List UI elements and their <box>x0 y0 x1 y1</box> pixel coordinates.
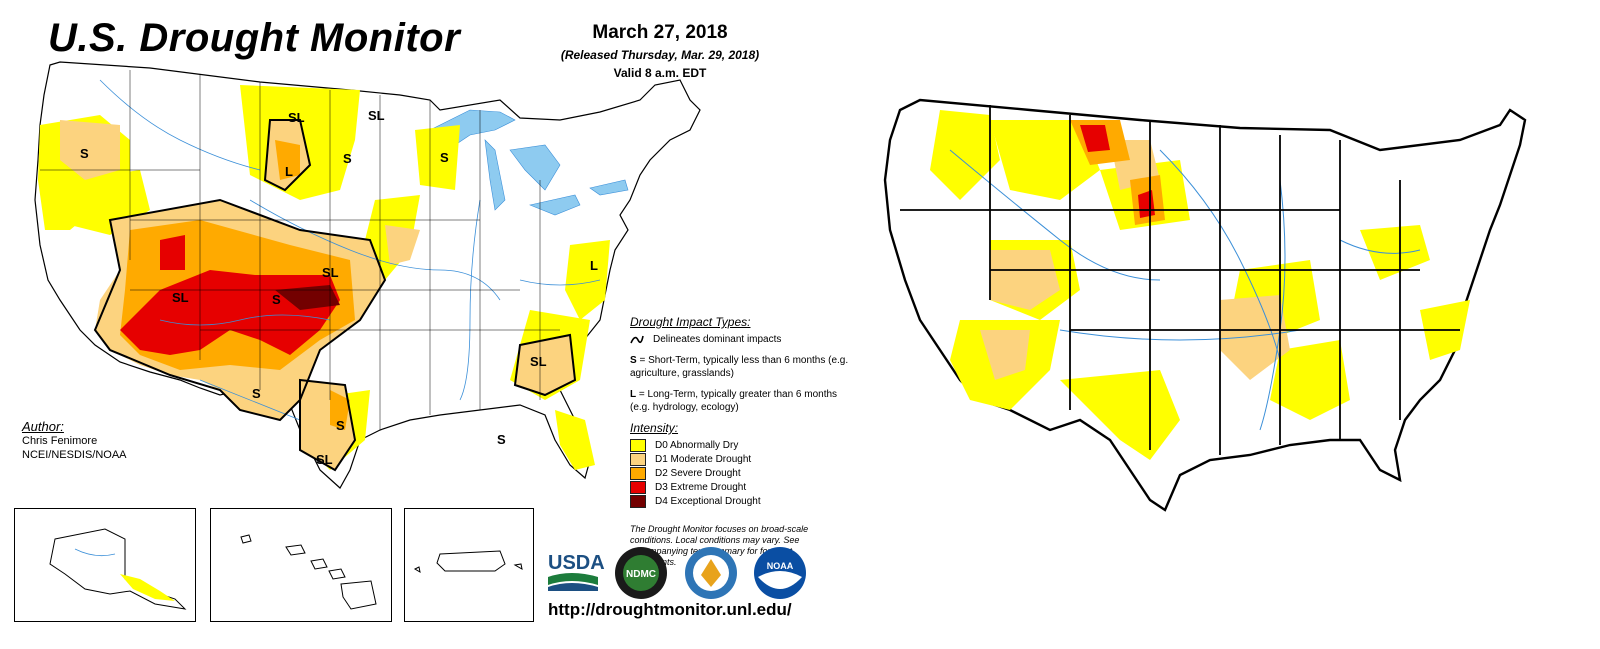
author-header: Author: <box>22 419 64 434</box>
impact-types-header: Drought Impact Types: <box>630 315 751 329</box>
drought-monitor-url[interactable]: http://droughtmonitor.unl.edu/ <box>548 600 792 619</box>
alaska-inset <box>14 508 196 622</box>
drought-comparison-panel <box>860 0 1600 649</box>
usda-logo: USDA <box>548 552 605 591</box>
ndmc-logo: NDMC <box>615 547 667 599</box>
impact-label: SL <box>172 290 189 305</box>
svg-text:DOC: DOC <box>710 598 713 600</box>
agency-logos: USDA NDMC DOC NOAA <box>546 545 836 601</box>
impact-boundaries <box>93 119 577 472</box>
alaska-map <box>49 528 187 610</box>
impact-label: SL <box>316 452 333 467</box>
noaa-logo: NOAA <box>754 547 806 599</box>
legend-row-d0: D0 Abnormally Dry <box>630 439 850 452</box>
legend-swatch-d3 <box>630 481 646 494</box>
legend: Drought Impact Types: Delineates dominan… <box>630 316 850 568</box>
intensity-header: Intensity: <box>630 421 679 435</box>
author-org: NCEI/NESDIS/NOAA <box>22 449 127 461</box>
legend-label-d3: D3 Extreme Drought <box>655 482 747 493</box>
puerto-rico-map <box>413 550 523 574</box>
impact-line-icon <box>630 335 644 344</box>
map-date: March 27, 2018 <box>592 22 728 43</box>
svg-text:USDA: USDA <box>548 552 605 574</box>
long-term-row: L = Long-Term, typically greater than 6 … <box>630 388 850 414</box>
long-term-text: = Long-Term, typically greater than 6 mo… <box>630 389 838 413</box>
us-outline-right <box>883 98 1527 512</box>
author-name: Chris Fenimore <box>22 435 98 447</box>
impact-label: L <box>590 258 598 273</box>
impact-label: S <box>440 150 449 165</box>
conus-drought-map: S SL SL L S S L SL SL S SL S S SL S S <box>34 61 701 581</box>
legend-row-d2: D2 Severe Drought <box>630 467 850 480</box>
short-term-key: S <box>630 355 637 366</box>
impact-label: SL <box>288 110 305 125</box>
impact-labels: S SL SL L S S L SL SL S SL S S SL S S <box>80 108 598 581</box>
impact-label: L <box>285 164 293 179</box>
release-date: (Released Thursday, Mar. 29, 2018) <box>560 48 760 62</box>
legend-label-d2: D2 Severe Drought <box>655 468 741 479</box>
legend-row-d4: D4 Exceptional Drought <box>630 495 850 508</box>
impact-label: S <box>336 418 345 433</box>
legend-swatch-d0 <box>630 439 646 452</box>
state-borders <box>40 70 560 430</box>
impact-label: S <box>80 146 89 161</box>
impact-label: SL <box>322 265 339 280</box>
valid-time: Valid 8 a.m. EDT <box>613 66 707 80</box>
conus-comparison-map <box>883 98 1527 512</box>
short-term-text: = Short-Term, typically less than 6 mont… <box>630 355 849 379</box>
legend-swatch-d1 <box>630 453 646 466</box>
legend-row-d1: D1 Moderate Drought <box>630 453 850 466</box>
impact-label: S <box>497 432 506 447</box>
legend-swatch-d4 <box>630 495 646 508</box>
d4-area <box>275 285 340 310</box>
svg-text:NOAA: NOAA <box>767 561 794 571</box>
legend-row-d3: D3 Extreme Drought <box>630 481 850 494</box>
drought-monitor-panel: U.S. Drought Monitor March 27, 2018 (Rel… <box>14 16 848 622</box>
impact-label: SL <box>530 354 547 369</box>
impact-label: S <box>343 151 352 166</box>
impact-label: SL <box>368 108 385 123</box>
delineates-text: Delineates dominant impacts <box>653 334 782 345</box>
hawaii-inset <box>210 508 392 622</box>
impact-delineates-row: Delineates dominant impacts <box>630 333 850 346</box>
svg-text:NDMC: NDMC <box>626 569 656 580</box>
legend-label-d1: D1 Moderate Drought <box>655 454 752 465</box>
impact-label: S <box>252 386 261 401</box>
legend-label-d4: D4 Exceptional Drought <box>655 496 761 507</box>
author-block: Author: Chris Fenimore NCEI/NESDIS/NOAA <box>22 420 127 462</box>
great-lakes <box>419 109 629 216</box>
map-title: U.S. Drought Monitor <box>48 16 461 60</box>
doc-logo: DOC <box>685 547 737 600</box>
rivers <box>99 79 601 421</box>
long-term-key: L <box>630 389 637 400</box>
hawaii-map <box>240 534 377 610</box>
legend-swatch-d2 <box>630 467 646 480</box>
logo-strip: USDA NDMC DOC NOAA <box>548 547 806 600</box>
legend-label-d0: D0 Abnormally Dry <box>655 440 739 451</box>
short-term-row: S = Short-Term, typically less than 6 mo… <box>630 354 850 380</box>
impact-label: S <box>272 292 281 307</box>
right-state-borders <box>900 105 1460 455</box>
puerto-rico-inset <box>404 508 534 622</box>
